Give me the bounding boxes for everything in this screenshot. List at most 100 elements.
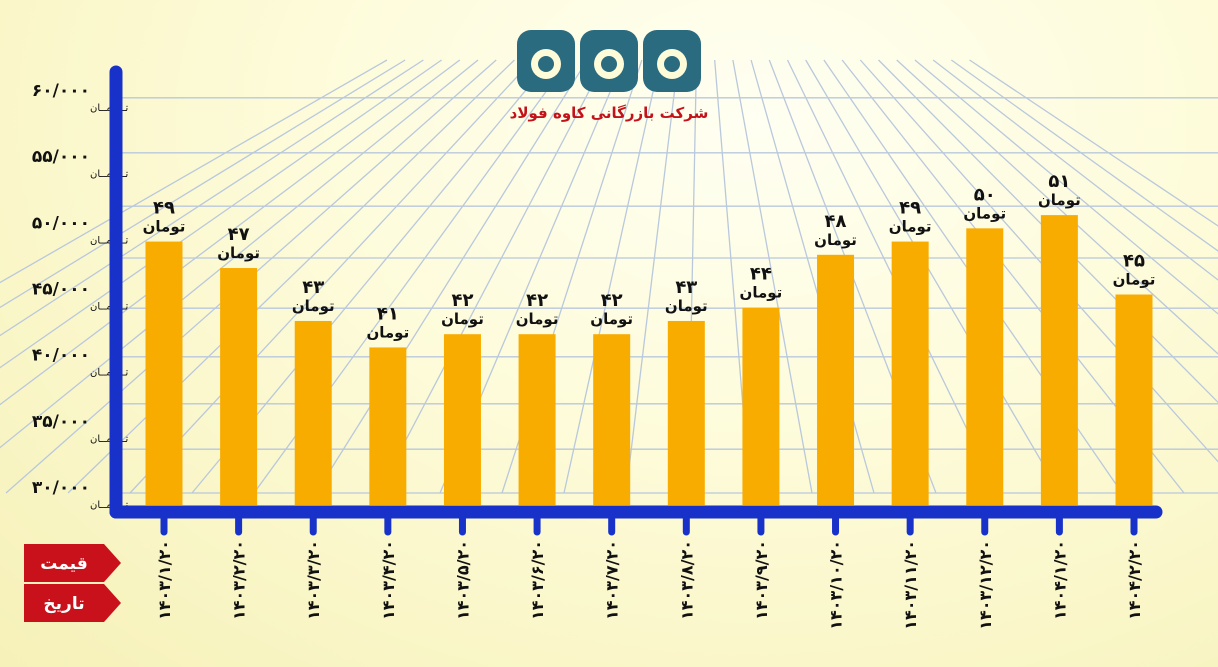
y-tick-unit: تـــومــان (90, 302, 129, 313)
grid-line-vertical (625, 59, 679, 494)
grid-line-vertical (377, 59, 607, 494)
grid-line-vertical (0, 59, 442, 369)
logo-mark (517, 30, 701, 92)
bar (742, 307, 780, 505)
bar-value-label: ۵۰ (974, 184, 996, 205)
bar-value-unit: تومان (366, 323, 409, 341)
legend-date-tag: تاریخ (24, 584, 121, 622)
bar (518, 334, 556, 505)
x-tick-label: ۱۴۰۳/۹/۲۰ (752, 540, 771, 620)
bar (817, 254, 855, 505)
bar-value-label: ۴۳ (675, 277, 697, 298)
y-tick-label: ۶۰/۰۰۰ (32, 81, 90, 101)
x-tick-label: ۱۴۰۳/۱۱/۲۰ (901, 540, 920, 630)
y-tick-unit: تـــومــان (90, 368, 129, 379)
grid-line-vertical (732, 59, 813, 494)
bar-value-unit: تومان (1038, 191, 1081, 209)
bar-value-label: ۴۹ (899, 198, 921, 219)
grid-line-vertical (315, 59, 588, 494)
grid-line-vertical (950, 59, 1218, 252)
bar-value-label: ۴۱ (377, 303, 399, 324)
bar-value-unit: تومان (590, 310, 633, 328)
x-tick-label: ۱۴۰۳/۳/۲۰ (304, 540, 323, 620)
company-name: شرکت بازرگانی کاوه فولاد (510, 104, 709, 122)
bar-value-unit: تومان (143, 218, 186, 236)
bar-value-unit: تومان (740, 284, 783, 302)
x-tick-label: ۱۴۰۳/۶/۲۰ (528, 540, 547, 620)
bar-value-unit: تومان (665, 297, 708, 315)
bar-value-unit: تومان (814, 231, 857, 249)
x-tick-label: ۱۴۰۳/۷/۲۰ (603, 540, 622, 620)
bar (294, 320, 332, 505)
grid-line-vertical (896, 59, 1218, 355)
bar-value-unit: تومان (516, 310, 559, 328)
y-tick-unit: تـــومــان (90, 235, 129, 246)
grid-line-vertical (129, 59, 534, 494)
bar-value-unit: تومان (889, 218, 932, 236)
grid-line-vertical (805, 59, 1061, 494)
grid-line-vertical (0, 59, 479, 449)
axes (109, 65, 1163, 536)
y-tick-unit: تـــومــان (90, 169, 129, 180)
bar-value-label: ۴۲ (601, 290, 623, 311)
x-axis-labels: ۱۴۰۳/۱/۲۰ ۱۴۰۳/۲/۲۰ ۱۴۰۳/۳/۲۰ ۱۴۰۳/۴/۲۰ ۱۴۰۳… (155, 540, 1144, 630)
bar-value-label: ۴۲ (451, 290, 473, 311)
bar-value-label: ۴۹ (153, 198, 175, 219)
bar (593, 334, 631, 505)
bar-value-label: ۴۵ (1123, 251, 1145, 272)
x-tick-label: ۱۴۰۳/۴/۲۰ (379, 540, 398, 620)
y-tick-unit: تـــومــان (90, 434, 129, 445)
y-tick-unit: تـــومــان (90, 103, 129, 114)
grid-line-vertical (878, 59, 1218, 404)
bar (891, 241, 929, 506)
bar-value-label: ۴۴ (750, 264, 772, 285)
grid-line-vertical (969, 59, 1218, 227)
x-tick-label: ۱۴۰۳/۲/۲۰ (230, 540, 249, 620)
y-tick-label: ۳۰/۰۰۰ (32, 478, 90, 498)
y-tick-label: ۳۵/۰۰۰ (32, 412, 90, 432)
bar-value-label: ۴۷ (228, 224, 250, 245)
bar (443, 334, 481, 505)
grid-line-vertical (932, 59, 1218, 281)
y-tick-unit: تـــومــان (90, 500, 129, 511)
grid-line-vertical (0, 59, 424, 337)
grid-line-vertical (563, 59, 661, 494)
legend-date-label: تاریخ (43, 594, 84, 614)
y-tick-label: ۴۰/۰۰۰ (32, 346, 90, 366)
grid-line-vertical (0, 59, 388, 284)
bar (145, 241, 183, 506)
grid-line-vertical (67, 59, 515, 494)
bar-value-unit: تومان (441, 310, 484, 328)
y-axis-labels: ۳۰/۰۰۰تـــومــان۳۵/۰۰۰تـــومــان۴۰/۰۰۰تـ… (32, 81, 129, 511)
bar-value-unit: تومان (963, 204, 1006, 222)
bar (966, 228, 1004, 506)
kaveh-logo: شرکت بازرگانی کاوه فولاد (510, 30, 709, 122)
grid-line-vertical (0, 59, 406, 309)
grid-line-vertical (914, 59, 1218, 315)
bar-value-unit: تومان (1113, 271, 1156, 289)
bar (1040, 215, 1078, 505)
x-tick-label: ۱۴۰۴/۲/۲۰ (1125, 540, 1144, 620)
x-tick-label: ۱۴۰۳/۱/۲۰ (155, 540, 174, 620)
bar (1115, 294, 1153, 505)
x-tick-label: ۱۴۰۳/۱۲/۲۰ (976, 540, 995, 630)
bar-value-unit: تومان (217, 244, 260, 262)
x-tick-label: ۱۴۰۳/۱۰/۲۰ (827, 540, 846, 630)
y-tick-label: ۵۰/۰۰۰ (32, 213, 90, 233)
y-tick-label: ۴۵/۰۰۰ (32, 280, 90, 300)
bar-value-label: ۴۲ (526, 290, 548, 311)
bar-value-label: ۴۳ (302, 277, 324, 298)
x-tick-label: ۱۴۰۳/۸/۲۰ (677, 540, 696, 620)
bar-value-label: ۵۱ (1048, 171, 1070, 192)
x-tick-label: ۱۴۰۴/۱/۲۰ (1050, 540, 1069, 620)
legend-price-label: قیمت (40, 554, 87, 574)
y-tick-label: ۵۵/۰۰۰ (32, 147, 90, 167)
bar-value-label: ۴۸ (825, 211, 847, 232)
bar (667, 320, 705, 505)
bar (220, 268, 258, 505)
bar-value-unit: تومان (292, 297, 335, 315)
x-tick-label: ۱۴۰۳/۵/۲۰ (453, 540, 472, 620)
legend-price-tag: قیمت (24, 544, 121, 582)
